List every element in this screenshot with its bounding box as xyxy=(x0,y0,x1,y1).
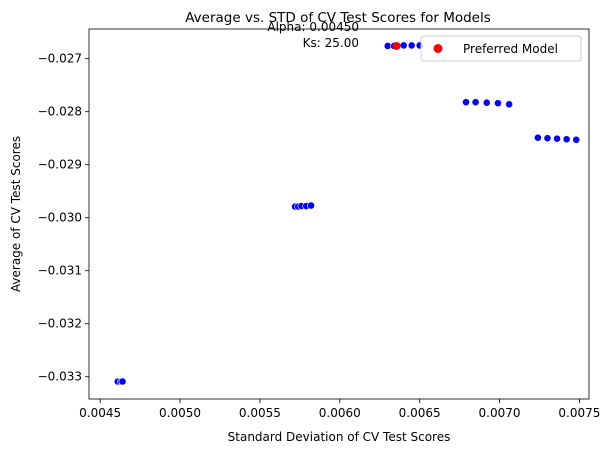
model-point-17 xyxy=(494,99,502,108)
model-point-3 xyxy=(118,377,127,386)
model-point-15 xyxy=(471,98,480,107)
axes-frame xyxy=(88,28,590,400)
annotation-ks: Ks: 25.00 xyxy=(303,36,359,50)
model-point-20 xyxy=(543,134,552,143)
model-point-18 xyxy=(505,100,514,109)
x-tick-label: 0.0065 xyxy=(399,406,441,420)
model-point-8 xyxy=(307,201,315,210)
y-tick-label: −0.031 xyxy=(38,264,82,278)
x-tick-label: 0.0075 xyxy=(558,406,600,420)
x-tick-label: 0.0045 xyxy=(79,406,121,420)
model-point-16 xyxy=(482,98,491,107)
y-tick-label: −0.030 xyxy=(38,211,82,225)
annotation-alpha: Alpha: 0.00450 xyxy=(267,20,359,34)
y-tick-label: −0.028 xyxy=(38,105,82,119)
model-point-14 xyxy=(462,98,470,107)
model-point-12 xyxy=(407,41,416,50)
x-tick-label: 0.0050 xyxy=(159,406,201,420)
model-point-19 xyxy=(533,133,542,142)
legend: Preferred Model xyxy=(420,35,582,62)
y-axis: −0.027 −0.028 −0.029 −0.030 −0.031 −0.032 −0.0… xyxy=(38,52,89,384)
model-point-22 xyxy=(562,135,571,144)
chart-title: Average vs. STD of CV Test Scores for Mo… xyxy=(185,10,491,26)
y-tick-label: −0.033 xyxy=(38,370,82,384)
model-point-21 xyxy=(553,134,561,143)
x-tick-label: 0.0070 xyxy=(479,406,521,420)
plot-area xyxy=(113,41,581,386)
legend-marker-preferred-model xyxy=(433,44,443,53)
x-tick-label: 0.0055 xyxy=(239,406,281,420)
legend-box xyxy=(420,35,582,62)
model-point-23 xyxy=(572,135,581,144)
model-point-11 xyxy=(399,41,408,50)
y-tick-label: −0.029 xyxy=(38,158,82,172)
x-axis-label: Standard Deviation of CV Test Scores xyxy=(228,430,451,444)
y-axis-label: Average of CV Test Scores xyxy=(9,136,23,292)
preferred-model-point xyxy=(392,41,401,50)
legend-label-preferred-model: Preferred Model xyxy=(463,42,558,56)
x-tick-label: 0.0060 xyxy=(319,406,361,420)
y-tick-label: −0.032 xyxy=(38,317,82,331)
x-axis: 0.0045 0.0050 0.0055 0.0060 0.0065 0.0070 0.00… xyxy=(79,399,600,420)
y-tick-label: −0.027 xyxy=(38,52,82,66)
